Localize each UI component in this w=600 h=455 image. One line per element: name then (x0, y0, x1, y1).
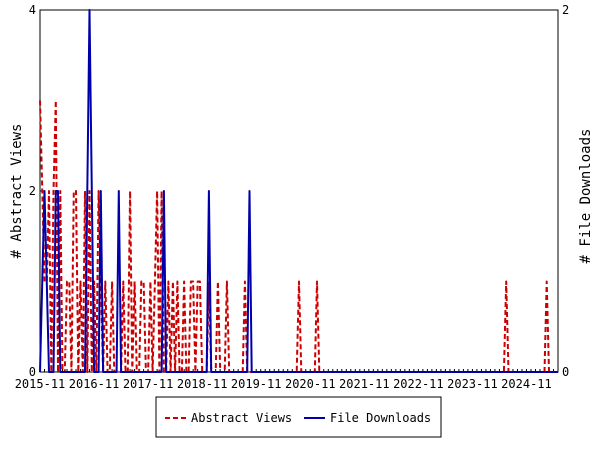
x-tick-label: 2022-11 (393, 377, 444, 391)
y-left-tick-label: 4 (29, 3, 36, 17)
y-left-axis-label: # Abstract Views (9, 124, 25, 259)
x-tick-label: 2020-11 (285, 377, 336, 391)
x-tick-label: 2016-11 (69, 377, 120, 391)
y-left-axis-ticks: 0 2 4 (29, 3, 44, 379)
x-axis-tick-labels: 2015-11 2016-11 2017-11 2018-11 2019-11 2020-… (15, 377, 552, 391)
x-tick-label: 2018-11 (177, 377, 228, 391)
y-right-tick-label: 2 (562, 3, 569, 17)
y-right-axis-label: # File Downloads (578, 129, 594, 264)
x-tick-label: 2023-11 (447, 377, 498, 391)
x-tick-label: 2021-11 (339, 377, 390, 391)
x-tick-label: 2019-11 (231, 377, 282, 391)
x-tick-label: 2024-11 (501, 377, 552, 391)
series-layer (39, 9, 558, 373)
y-left-tick-label: 2 (29, 184, 36, 198)
series-line-file-downloads (39, 9, 558, 373)
legend: Abstract Views File Downloads (155, 396, 442, 438)
y-right-tick-label: 0 (562, 365, 569, 379)
y-left-tick-label: 0 (29, 365, 36, 379)
legend-label-abstract-views: Abstract Views (191, 411, 292, 425)
legend-box (155, 396, 442, 438)
x-tick-label: 2015-11 (15, 377, 66, 391)
legend-label-file-downloads: File Downloads (330, 411, 431, 425)
x-tick-label: 2017-11 (123, 377, 174, 391)
series-line-abstract-views (39, 99, 558, 373)
